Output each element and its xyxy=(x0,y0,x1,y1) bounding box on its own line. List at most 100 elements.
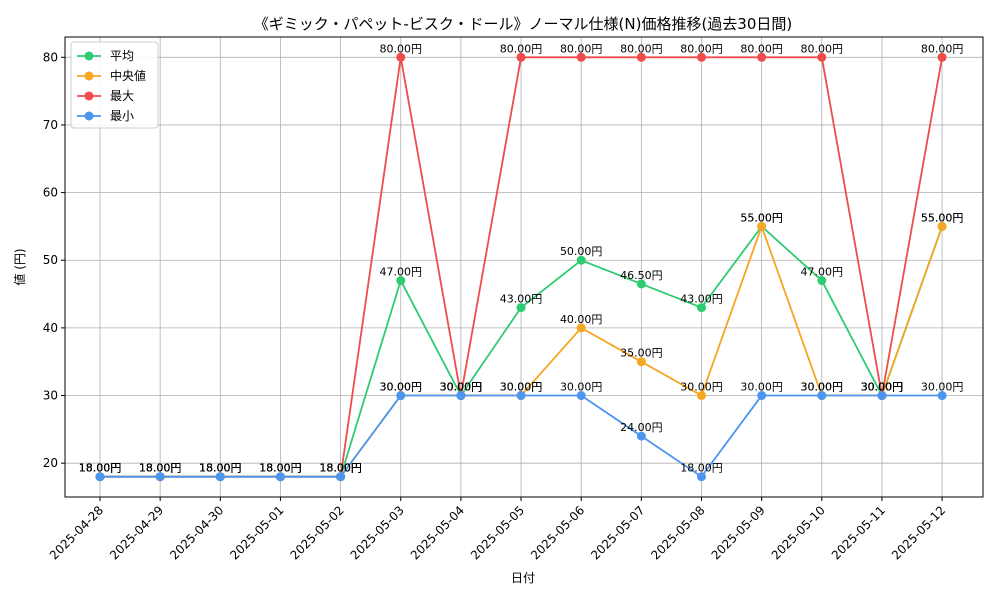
data-point xyxy=(877,391,887,401)
data-label: 18.00円 xyxy=(680,462,723,475)
data-label: 24.00円 xyxy=(620,421,663,434)
data-label: 30.00円 xyxy=(380,381,423,394)
data-point xyxy=(516,303,526,313)
data-label: 55.00円 xyxy=(921,211,964,224)
data-label: 30.00円 xyxy=(440,381,483,394)
data-label: 80.00円 xyxy=(620,42,663,55)
data-label: 80.00円 xyxy=(380,42,423,55)
data-point xyxy=(516,391,526,401)
data-point xyxy=(636,357,646,367)
data-label: 18.00円 xyxy=(319,462,362,475)
data-label: 18.00円 xyxy=(199,462,242,475)
data-point xyxy=(697,52,706,62)
data-point xyxy=(697,391,706,401)
data-point xyxy=(697,472,706,482)
data-label: 30.00円 xyxy=(560,381,603,394)
y-tick-label: 60 xyxy=(43,186,58,200)
data-label: 30.00円 xyxy=(861,381,904,394)
data-point xyxy=(396,391,406,401)
data-label: 18.00円 xyxy=(259,462,302,475)
data-label: 18.00円 xyxy=(199,462,242,475)
data-label: 80.00円 xyxy=(500,42,543,55)
data-label: 30.00円 xyxy=(500,381,543,394)
data-label: 40.00円 xyxy=(560,313,603,326)
data-point xyxy=(576,323,586,333)
data-label: 30.00円 xyxy=(500,381,543,394)
data-label: 18.00円 xyxy=(199,462,242,475)
data-label: 30.00円 xyxy=(861,381,904,394)
data-label: 30.00円 xyxy=(440,381,483,394)
data-label: 18.00円 xyxy=(79,462,122,475)
series-group xyxy=(95,52,947,482)
data-label: 18.00円 xyxy=(259,462,302,475)
legend-label: 中央値 xyxy=(110,68,146,83)
data-point xyxy=(817,276,827,286)
data-label: 18.00円 xyxy=(259,462,302,475)
data-label: 18.00円 xyxy=(319,462,362,475)
data-point xyxy=(817,391,827,401)
data-label: 18.00円 xyxy=(139,462,182,475)
legend-swatch-marker xyxy=(84,71,94,81)
x-tick-label: 2025-05-07 xyxy=(588,503,647,562)
legend-swatch-marker xyxy=(84,51,94,61)
data-label: 80.00円 xyxy=(740,42,783,55)
data-label: 18.00円 xyxy=(199,462,242,475)
y-tick-label: 40 xyxy=(43,321,58,335)
data-point xyxy=(757,52,767,62)
x-tick-label: 2025-05-08 xyxy=(648,503,707,562)
data-label: 30.00円 xyxy=(861,381,904,394)
data-point xyxy=(636,52,646,62)
x-tick-label: 2025-05-11 xyxy=(829,503,888,562)
data-label: 18.00円 xyxy=(139,462,182,475)
data-point xyxy=(937,221,947,231)
data-point xyxy=(396,276,406,286)
data-point xyxy=(576,255,586,265)
data-label: 18.00円 xyxy=(79,462,122,475)
data-label: 18.00円 xyxy=(139,462,182,475)
data-point xyxy=(757,391,767,401)
data-label: 43.00円 xyxy=(500,293,543,306)
data-point xyxy=(215,472,225,482)
x-tick-label: 2025-05-10 xyxy=(769,503,828,562)
y-tick-label: 80 xyxy=(43,50,58,64)
y-axis-label: 値 (円) xyxy=(12,248,27,285)
data-point xyxy=(275,472,285,482)
data-label: 47.00円 xyxy=(380,266,423,279)
grid xyxy=(65,37,983,497)
x-tick-label: 2025-05-12 xyxy=(889,503,948,562)
data-label: 30.00円 xyxy=(921,381,964,394)
data-label: 18.00円 xyxy=(259,462,302,475)
y-tick-label: 20 xyxy=(43,456,58,470)
data-label: 80.00円 xyxy=(680,42,723,55)
data-label: 47.00円 xyxy=(801,266,844,279)
legend-label: 最小 xyxy=(110,109,134,123)
data-label: 46.50円 xyxy=(620,269,663,282)
data-label: 80.00円 xyxy=(801,42,844,55)
x-tick-label: 2025-04-29 xyxy=(107,503,166,562)
plot-frame xyxy=(64,36,984,498)
data-label: 55.00円 xyxy=(740,211,783,224)
legend-label: 最大 xyxy=(110,89,134,103)
x-tick-label: 2025-04-30 xyxy=(167,503,226,562)
data-label: 55.00円 xyxy=(740,211,783,224)
data-point xyxy=(95,472,105,482)
chart-title: 《ギミック・パペット-ビスク・ドール》ノーマル仕様(N)価格推移(過去30日間) xyxy=(254,15,793,33)
data-label: 30.00円 xyxy=(801,381,844,394)
x-tick-label: 2025-05-04 xyxy=(408,503,467,562)
data-point xyxy=(757,221,767,231)
legend-label: 平均 xyxy=(110,49,134,63)
x-tick-label: 2025-05-05 xyxy=(468,503,527,562)
x-tick-label: 2025-05-01 xyxy=(227,503,286,562)
x-tick-label: 2025-05-09 xyxy=(709,503,768,562)
legend-swatch-marker xyxy=(84,111,94,121)
data-point xyxy=(937,52,947,62)
x-tick-label: 2025-05-03 xyxy=(348,503,407,562)
data-label: 80.00円 xyxy=(921,42,964,55)
x-tick-label: 2025-04-28 xyxy=(47,503,106,562)
data-label: 18.00円 xyxy=(319,462,362,475)
data-point xyxy=(336,472,346,482)
x-axis: 2025-04-28 2025-04-29 2025-04-30 2025-05-01… xyxy=(47,497,948,562)
y-tick-label: 30 xyxy=(43,389,58,403)
data-label: 30.00円 xyxy=(861,381,904,394)
data-point xyxy=(516,52,526,62)
